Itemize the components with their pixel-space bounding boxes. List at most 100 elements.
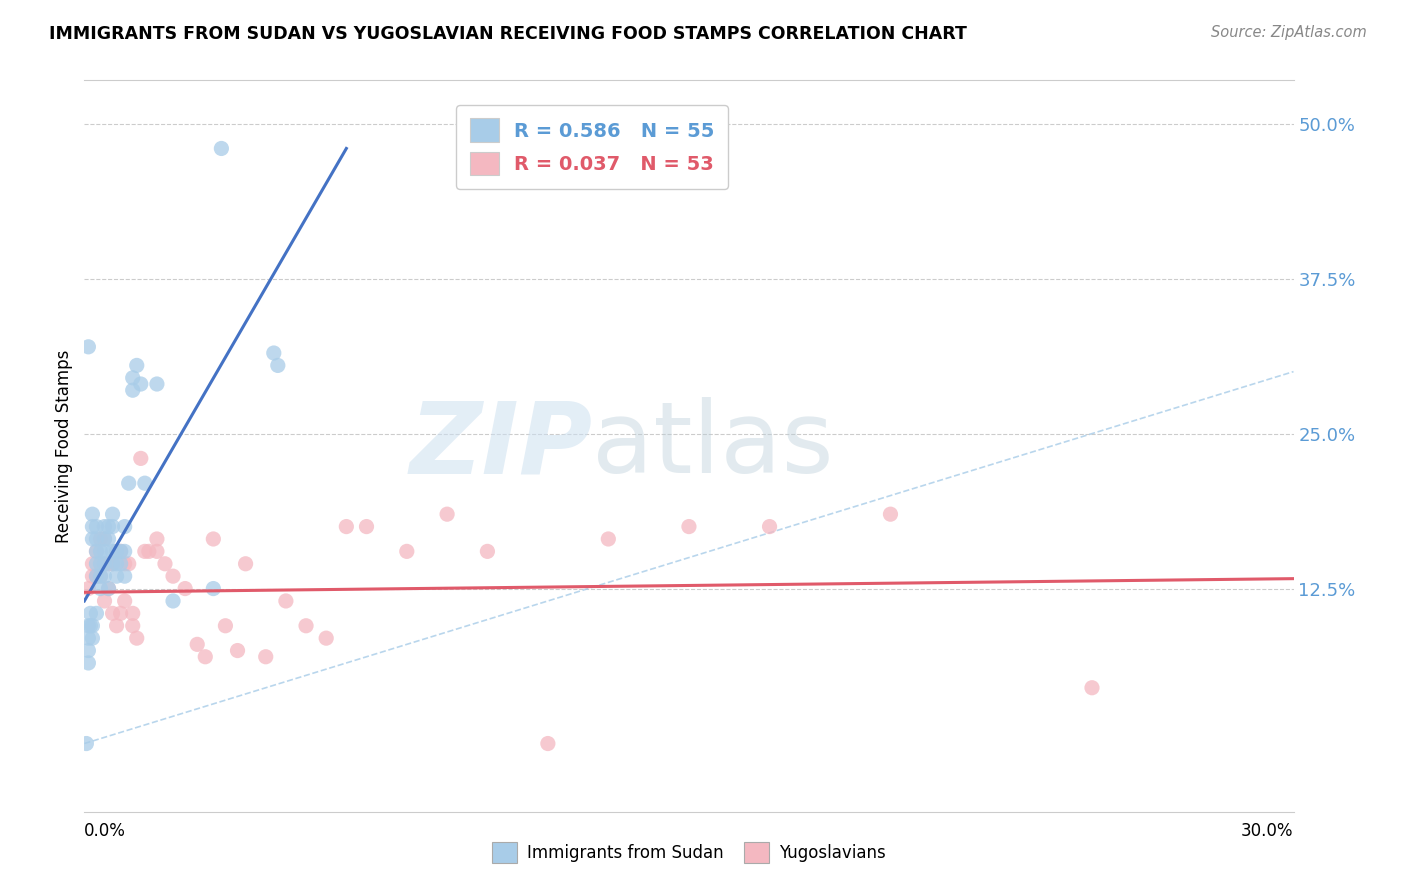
Point bbox=[537, 737, 560, 751]
Point bbox=[110, 557, 132, 571]
Point bbox=[254, 649, 277, 664]
Point bbox=[356, 519, 378, 533]
Point bbox=[79, 607, 101, 621]
Point bbox=[477, 544, 499, 558]
Point bbox=[295, 619, 318, 633]
Point bbox=[121, 371, 143, 385]
Point bbox=[186, 637, 208, 651]
Legend: Immigrants from Sudan, Yugoslavians: Immigrants from Sudan, Yugoslavians bbox=[485, 836, 893, 869]
Y-axis label: Receiving Food Stamps: Receiving Food Stamps bbox=[55, 350, 73, 542]
Text: atlas: atlas bbox=[592, 398, 834, 494]
Point bbox=[114, 557, 136, 571]
Point bbox=[110, 607, 132, 621]
Point bbox=[162, 569, 184, 583]
Point bbox=[101, 519, 124, 533]
Text: ZIP: ZIP bbox=[409, 398, 592, 494]
Point bbox=[758, 519, 780, 533]
Point bbox=[162, 594, 184, 608]
Point bbox=[146, 377, 169, 392]
Point bbox=[678, 519, 700, 533]
Point bbox=[77, 656, 100, 670]
Point bbox=[77, 582, 100, 596]
Point bbox=[118, 557, 141, 571]
Point bbox=[194, 649, 217, 664]
Point bbox=[89, 569, 111, 583]
Point bbox=[101, 557, 124, 571]
Point bbox=[121, 383, 143, 397]
Point bbox=[82, 619, 104, 633]
Point bbox=[89, 582, 111, 596]
Point bbox=[125, 359, 148, 373]
Point bbox=[82, 569, 104, 583]
Point bbox=[89, 569, 111, 583]
Point bbox=[101, 507, 124, 521]
Point bbox=[214, 619, 236, 633]
Point bbox=[86, 569, 108, 583]
Point bbox=[114, 594, 136, 608]
Point bbox=[86, 519, 108, 533]
Point bbox=[101, 544, 124, 558]
Point bbox=[97, 557, 120, 571]
Point bbox=[146, 544, 169, 558]
Point bbox=[86, 569, 108, 583]
Point bbox=[202, 582, 225, 596]
Point bbox=[263, 346, 285, 360]
Point bbox=[82, 557, 104, 571]
Text: Source: ZipAtlas.com: Source: ZipAtlas.com bbox=[1211, 25, 1367, 40]
Point bbox=[93, 532, 115, 546]
Point bbox=[129, 451, 152, 466]
Point bbox=[395, 544, 418, 558]
Point bbox=[77, 340, 100, 354]
Point bbox=[105, 544, 128, 558]
Point bbox=[105, 569, 128, 583]
Point bbox=[138, 544, 160, 558]
Point bbox=[89, 532, 111, 546]
Text: IMMIGRANTS FROM SUDAN VS YUGOSLAVIAN RECEIVING FOOD STAMPS CORRELATION CHART: IMMIGRANTS FROM SUDAN VS YUGOSLAVIAN REC… bbox=[49, 25, 967, 43]
Point bbox=[598, 532, 620, 546]
Point bbox=[97, 519, 120, 533]
Point bbox=[93, 557, 115, 571]
Point bbox=[97, 532, 120, 546]
Point bbox=[274, 594, 297, 608]
Point bbox=[101, 607, 124, 621]
Point bbox=[77, 619, 100, 633]
Point bbox=[86, 532, 108, 546]
Point bbox=[93, 519, 115, 533]
Point bbox=[114, 544, 136, 558]
Point bbox=[89, 557, 111, 571]
Point bbox=[110, 544, 132, 558]
Point bbox=[134, 544, 156, 558]
Point bbox=[105, 619, 128, 633]
Point bbox=[93, 544, 115, 558]
Point bbox=[93, 532, 115, 546]
Point bbox=[97, 582, 120, 596]
Text: 30.0%: 30.0% bbox=[1241, 822, 1294, 839]
Point bbox=[75, 737, 97, 751]
Point bbox=[134, 476, 156, 491]
Point bbox=[82, 519, 104, 533]
Point bbox=[125, 631, 148, 645]
Point bbox=[114, 519, 136, 533]
Point bbox=[436, 507, 458, 521]
Point bbox=[105, 557, 128, 571]
Point bbox=[226, 643, 249, 657]
Point bbox=[879, 507, 901, 521]
Text: 0.0%: 0.0% bbox=[84, 822, 127, 839]
Point bbox=[202, 532, 225, 546]
Point bbox=[82, 532, 104, 546]
Point bbox=[86, 544, 108, 558]
Point bbox=[89, 544, 111, 558]
Point bbox=[335, 519, 357, 533]
Point bbox=[110, 544, 132, 558]
Point bbox=[82, 507, 104, 521]
Point bbox=[146, 532, 169, 546]
Point bbox=[86, 607, 108, 621]
Point bbox=[79, 619, 101, 633]
Point bbox=[93, 557, 115, 571]
Point bbox=[114, 569, 136, 583]
Point bbox=[315, 631, 337, 645]
Point bbox=[1081, 681, 1104, 695]
Point bbox=[77, 631, 100, 645]
Point bbox=[86, 544, 108, 558]
Point bbox=[153, 557, 176, 571]
